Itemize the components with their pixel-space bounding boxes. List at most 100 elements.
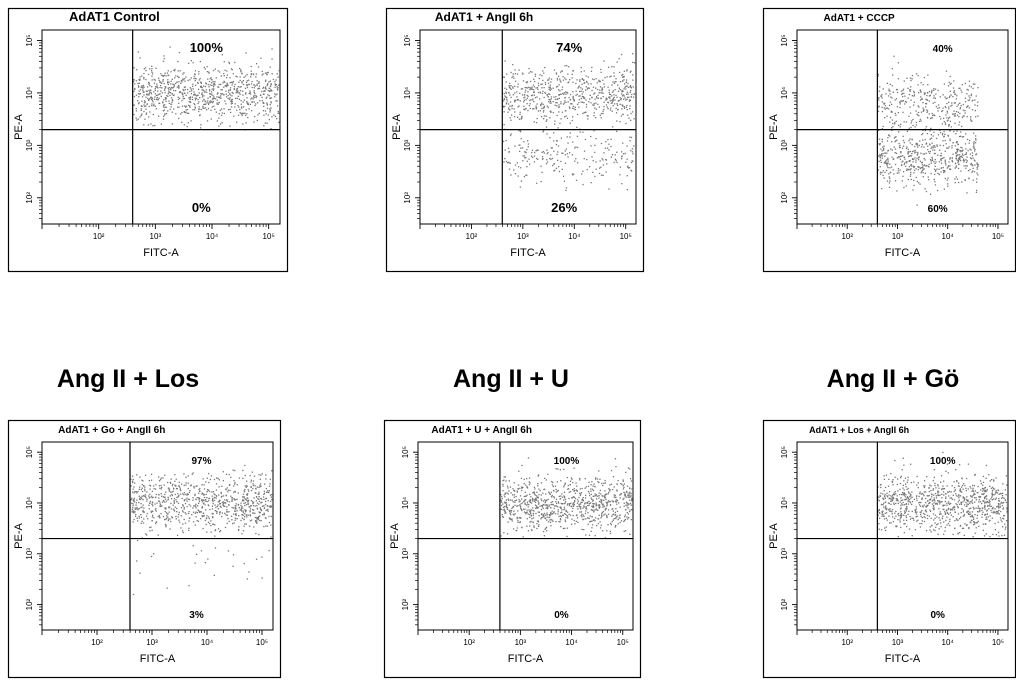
event-dot [909, 112, 912, 114]
event-dot [149, 493, 151, 495]
event-dot [593, 519, 595, 521]
event-dot [509, 486, 512, 488]
event-dot [171, 485, 174, 487]
x-axis-ticks: 10² 10³ 10⁴ 10⁵ [796, 224, 1004, 241]
event-dot [189, 517, 191, 519]
event-dot [582, 91, 584, 93]
event-dot [242, 101, 244, 103]
event-dot [976, 162, 978, 164]
event-dot [564, 508, 566, 510]
event-dot [229, 125, 231, 127]
event-dot [211, 93, 213, 95]
event-dot [564, 100, 566, 102]
event-dot [997, 505, 999, 507]
event-dot [235, 513, 237, 516]
event-dot [548, 98, 550, 101]
event-dot [262, 110, 265, 112]
event-dot [906, 525, 908, 528]
event-dot [594, 98, 596, 100]
event-dot [949, 95, 951, 97]
event-dot [891, 156, 893, 158]
event-dot [609, 530, 611, 533]
event-dot [231, 100, 233, 102]
event-dot [147, 94, 149, 96]
event-dot [267, 71, 269, 74]
event-dot [251, 101, 253, 103]
event-dot [133, 499, 135, 502]
panel-title: AdAT1 + U + AngII 6h [431, 425, 532, 436]
event-dot [900, 507, 902, 509]
event-dot [536, 523, 538, 525]
event-dot [540, 104, 542, 107]
event-dot [963, 504, 966, 506]
event-dot [626, 79, 628, 81]
event-dot [228, 504, 230, 506]
event-dot [631, 509, 633, 511]
event-dot [231, 98, 233, 101]
event-dot [950, 94, 952, 96]
event-dot [955, 133, 957, 135]
row-heading-1: Ang II + Los [57, 365, 199, 393]
event-dot [564, 520, 567, 523]
event-dot [878, 143, 880, 145]
event-dot [943, 130, 945, 133]
event-dot [527, 506, 529, 508]
event-dot [593, 112, 595, 114]
event-dot [570, 477, 573, 479]
event-dot [258, 519, 261, 522]
event-dot [930, 117, 932, 120]
event-dot [160, 505, 162, 507]
event-dot [149, 530, 151, 532]
event-dot [897, 112, 899, 114]
event-dot [519, 111, 521, 113]
event-dot [584, 512, 587, 515]
event-dot [162, 477, 164, 479]
event-dot [943, 188, 945, 190]
event-dot [244, 516, 246, 518]
event-dot [181, 111, 183, 114]
event-dot [240, 504, 242, 507]
event-dot [208, 102, 210, 104]
event-dot [927, 145, 929, 147]
event-dot [168, 90, 170, 93]
event-dot [940, 152, 942, 155]
event-dot [881, 157, 883, 159]
event-dot [585, 510, 587, 512]
event-dot [170, 86, 172, 89]
event-dot [604, 77, 606, 79]
event-dot [623, 519, 626, 521]
event-dot [181, 100, 183, 102]
event-dot [513, 490, 516, 492]
event-dot [565, 110, 567, 112]
event-dot [550, 513, 552, 515]
event-dot [229, 87, 232, 89]
event-dot [172, 99, 174, 102]
event-dot [180, 493, 182, 495]
event-dot [252, 487, 254, 490]
event-dot [620, 99, 622, 101]
event-dot [604, 509, 606, 511]
event-dot [917, 169, 919, 171]
event-dot [228, 520, 230, 522]
event-dot [185, 76, 187, 78]
event-dot [975, 139, 977, 141]
event-dot [563, 497, 566, 499]
event-dot [528, 509, 530, 511]
event-dot [918, 144, 920, 147]
event-dot [510, 509, 513, 512]
event-dot [208, 500, 210, 502]
event-dot [886, 107, 888, 109]
event-dot [576, 517, 579, 519]
event-dot [588, 534, 591, 536]
event-dot [930, 147, 932, 149]
event-dot [952, 87, 955, 89]
event-dot [529, 521, 531, 523]
event-dot [209, 508, 211, 511]
event-dot [247, 103, 250, 106]
event-dot [136, 69, 138, 71]
event-dot [146, 103, 148, 105]
event-dot [197, 94, 199, 96]
event-dot [943, 135, 945, 137]
event-dot [193, 93, 196, 95]
event-dot [140, 109, 142, 112]
